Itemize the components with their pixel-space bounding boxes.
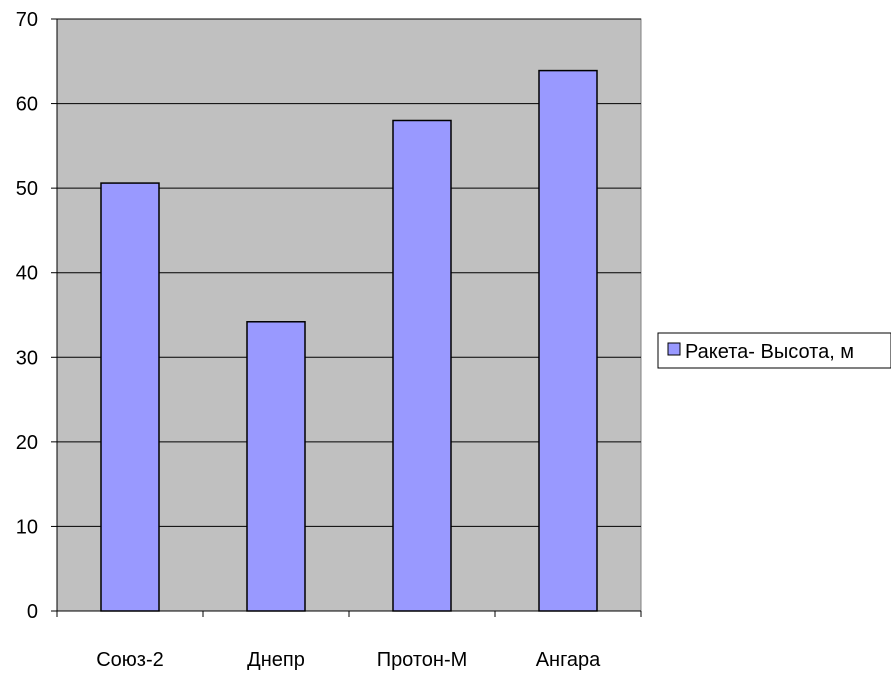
y-tick-label: 10 [16, 516, 38, 538]
legend-swatch [667, 342, 681, 356]
legend-label: Ракета- Высота, м [685, 341, 854, 363]
y-tick-label: 50 [16, 178, 38, 200]
bars [100, 69, 598, 612]
y-axis: 0 10 20 30 40 50 60 70 [16, 9, 58, 623]
y-tick-label: 30 [16, 347, 38, 369]
bar-2 [246, 321, 306, 612]
legend-box [657, 332, 891, 369]
x-category-label: Днепр [247, 649, 305, 671]
x-category-label: Союз-2 [96, 649, 164, 671]
legend: Ракета- Высота, м [657, 332, 891, 369]
bar-3 [392, 119, 452, 612]
y-tick-label: 60 [16, 94, 38, 116]
y-tick-label: 0 [27, 601, 38, 623]
bar-4 [538, 69, 598, 612]
x-axis: Союз-2 Днепр Протон-М Ангара [56, 610, 642, 671]
x-category-label: Ангара [536, 649, 601, 671]
y-tick-label: 70 [16, 9, 38, 31]
x-category-label: Протон-М [377, 649, 468, 671]
y-tick-label: 20 [16, 432, 38, 454]
y-tick-label: 40 [16, 263, 38, 285]
bar-1 [100, 182, 160, 612]
